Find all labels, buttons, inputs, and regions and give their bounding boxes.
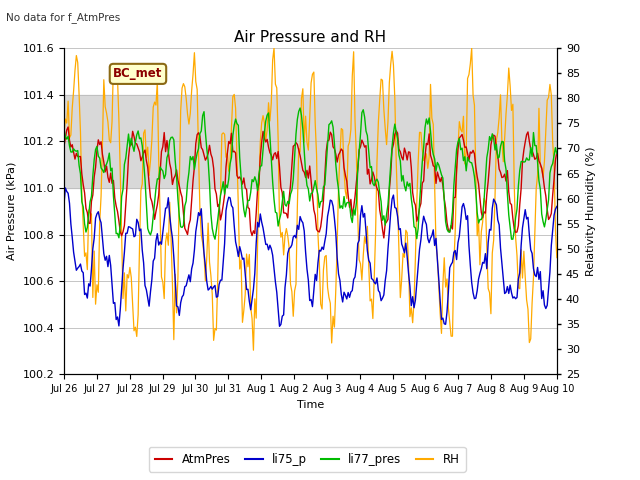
Y-axis label: Air Pressure (kPa): Air Pressure (kPa): [7, 162, 17, 260]
Legend: AtmPres, li75_p, li77_pres, RH: AtmPres, li75_p, li77_pres, RH: [148, 447, 466, 472]
X-axis label: Time: Time: [297, 400, 324, 409]
Text: BC_met: BC_met: [113, 67, 163, 80]
Bar: [64, 95, 557, 188]
Title: Air Pressure and RH: Air Pressure and RH: [234, 30, 387, 46]
Text: No data for f_AtmPres: No data for f_AtmPres: [6, 12, 121, 23]
Y-axis label: Relativity Humidity (%): Relativity Humidity (%): [586, 146, 595, 276]
